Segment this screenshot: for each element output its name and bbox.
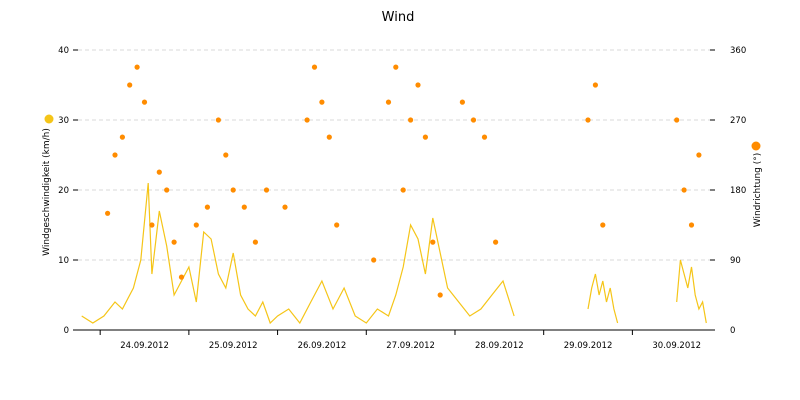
wind-direction-point [681, 187, 687, 193]
left-axis-title-group: Windgeschwindigkeit (km/h) [42, 114, 54, 256]
right-tick-label: 0 [730, 326, 735, 336]
right-tick-label: 360 [730, 46, 746, 56]
wind-speed-line [81, 182, 515, 325]
wind-direction-point [193, 222, 199, 228]
right-axis-ticks: 0 90 180 270 360 [710, 46, 746, 336]
x-tick-label: 27.09.2012 [386, 341, 435, 351]
wind-direction-legend-dot [751, 141, 761, 151]
wind-direction-point [493, 239, 499, 245]
wind-direction-point [385, 99, 392, 105]
wind-direction-point [263, 187, 270, 193]
wind-direction-point [393, 64, 399, 70]
wind-direction-point [215, 117, 221, 123]
wind-speed-line [587, 273, 619, 324]
right-tick-label: 180 [730, 186, 746, 196]
left-tick-label: 0 [64, 326, 69, 336]
wind-direction-point [149, 222, 155, 228]
wind-direction-series [105, 64, 702, 298]
wind-direction-point [304, 117, 310, 123]
wind-direction-point [134, 64, 140, 70]
wind-direction-point [230, 187, 236, 193]
wind-speed-series [81, 182, 707, 325]
wind-speed-line [676, 259, 707, 324]
right-tick-label: 270 [730, 116, 746, 126]
wind-direction-point [171, 239, 177, 245]
x-tick-label: 24.09.2012 [120, 341, 169, 351]
wind-direction-point [592, 82, 599, 88]
wind-direction-point [470, 117, 477, 123]
x-tick-label: 30.09.2012 [652, 341, 701, 351]
wind-direction-point [311, 64, 318, 70]
x-tick-label: 29.09.2012 [564, 341, 613, 351]
wind-direction-point [430, 239, 436, 245]
wind-speed-legend-dot [44, 114, 54, 124]
wind-direction-point [422, 134, 428, 140]
wind-direction-point [156, 169, 162, 175]
wind-direction-point [282, 204, 288, 210]
right-axis-title: Windrichtung (°) [753, 153, 763, 228]
left-tick-label: 30 [58, 116, 69, 126]
left-axis-ticks: 0 10 20 30 40 [58, 46, 78, 336]
wind-direction-point [415, 82, 421, 88]
right-axis-title-group: Windrichtung (°) [751, 141, 763, 228]
wind-direction-point [223, 152, 229, 158]
wind-direction-point [141, 99, 148, 105]
wind-direction-point [437, 292, 443, 298]
wind-direction-point [481, 134, 488, 140]
grid-lines [78, 49, 710, 261]
wind-direction-point [408, 117, 414, 123]
wind-direction-point [585, 117, 591, 123]
wind-direction-point [241, 204, 247, 210]
x-tick-label: 28.09.2012 [475, 341, 524, 351]
wind-direction-point [334, 222, 340, 228]
wind-direction-point [127, 82, 133, 88]
wind-direction-point [112, 152, 118, 158]
right-tick-label: 90 [730, 256, 741, 266]
wind-direction-point [319, 99, 325, 105]
wind-direction-point [696, 152, 702, 158]
wind-direction-point [252, 239, 258, 245]
wind-direction-point [204, 204, 210, 210]
x-tick-label: 26.09.2012 [298, 341, 347, 351]
x-axis-ticks: 24.09.2012 25.09.2012 26.09.2012 27.09.2012… [99, 330, 701, 351]
x-tick-label: 25.09.2012 [209, 341, 258, 351]
left-tick-label: 40 [58, 46, 69, 56]
wind-direction-point [178, 274, 185, 280]
wind-direction-point [688, 222, 695, 228]
left-tick-label: 10 [58, 256, 69, 266]
wind-direction-point [164, 187, 170, 193]
left-axis-title: Windgeschwindigkeit (km/h) [42, 128, 52, 256]
wind-direction-point [459, 99, 465, 105]
wind-direction-point [105, 210, 111, 216]
wind-direction-point [371, 257, 377, 263]
wind-direction-point [400, 187, 406, 193]
chart-title: Wind [382, 10, 415, 25]
wind-direction-point [674, 117, 680, 123]
wind-direction-point [326, 134, 332, 140]
left-tick-label: 20 [58, 186, 69, 196]
wind-direction-point [600, 222, 606, 228]
wind-direction-point [119, 134, 125, 140]
